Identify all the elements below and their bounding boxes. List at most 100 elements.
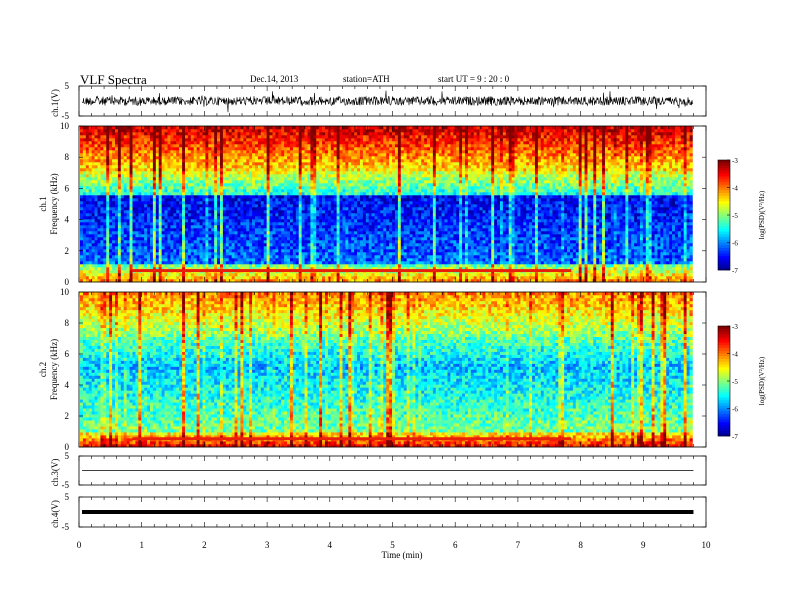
spectrogram-cell xyxy=(170,183,174,187)
spectrogram-cell xyxy=(150,237,154,241)
spectrogram-cell xyxy=(249,225,253,229)
spectrogram-cell xyxy=(333,153,337,157)
spectrogram-cell xyxy=(289,252,294,256)
spectrogram-cell xyxy=(155,159,160,163)
spectrogram-cell xyxy=(120,216,125,220)
spectrogram-cell xyxy=(345,192,349,196)
spectrogram-cell xyxy=(295,243,300,247)
spectrogram-cell xyxy=(310,141,314,145)
spectrogram-cell xyxy=(313,171,317,175)
spectrogram-cell xyxy=(117,144,122,148)
spectrogram-cell xyxy=(316,234,320,238)
spectrogram-cell xyxy=(289,261,294,265)
spectrogram-cell xyxy=(126,237,130,241)
spectrogram-cell xyxy=(144,186,148,190)
spectrogram-cell xyxy=(132,189,136,193)
spectrogram-cell xyxy=(193,258,197,262)
spectrogram-cell xyxy=(284,192,288,196)
spectrogram-cell xyxy=(284,135,288,139)
spectrogram-cell xyxy=(272,135,276,139)
spectrogram-cell xyxy=(254,171,259,175)
spectrogram-cell xyxy=(269,261,273,265)
spectrogram-cell xyxy=(141,156,145,160)
spectrogram-cell xyxy=(272,252,276,256)
spectrogram-cell xyxy=(208,150,212,154)
spectrogram-cell xyxy=(257,132,262,136)
spectrogram-cell xyxy=(319,258,323,262)
spectrogram-cell xyxy=(214,219,218,223)
spectrogram-cell xyxy=(345,135,349,139)
spectrogram-cell xyxy=(182,261,186,265)
spectrogram-cell xyxy=(217,180,221,184)
spectrogram-cell xyxy=(117,165,122,169)
spectrogram-cell xyxy=(310,237,314,241)
spectrogram-cell xyxy=(214,195,218,199)
spectrogram-cell xyxy=(243,192,247,196)
spectrogram-cell xyxy=(275,246,279,250)
spectrogram-cell xyxy=(91,240,95,244)
spectrogram-cell xyxy=(150,153,154,157)
spectrogram-cell xyxy=(184,261,189,265)
spectrogram-cell xyxy=(295,252,300,256)
spectrogram-cell xyxy=(351,213,355,217)
spectrogram-cell xyxy=(228,162,232,166)
spectrogram-cell xyxy=(304,147,308,151)
spectrogram-cell xyxy=(263,234,267,238)
spectrogram-cell xyxy=(158,231,162,235)
spectrogram-cell xyxy=(266,264,270,268)
spectrogram-cell xyxy=(161,186,165,190)
spectrogram-cell xyxy=(237,213,241,217)
spectrogram-cell xyxy=(313,129,317,133)
spectrogram-cell xyxy=(254,156,259,160)
spectrogram-cell xyxy=(249,129,253,133)
spectrogram-cell xyxy=(339,153,343,157)
spectrogram-cell xyxy=(94,237,98,241)
spectrogram-cell xyxy=(150,141,154,145)
spectrogram-cell xyxy=(333,216,337,220)
spectrogram-cell xyxy=(231,156,235,160)
spectrogram-cell xyxy=(193,168,197,172)
spectrogram-cell xyxy=(126,126,130,130)
spectrogram-cell xyxy=(249,132,253,136)
spectrogram-cell xyxy=(298,177,302,181)
spectrogram-cell xyxy=(199,162,203,166)
spectrogram-cell xyxy=(97,147,101,151)
spectrogram-cell xyxy=(307,243,311,247)
spectrogram-cell xyxy=(80,150,84,154)
spectrogram-cell xyxy=(167,228,171,232)
spectrogram-cell xyxy=(260,216,265,220)
spectrogram-cell xyxy=(275,174,279,178)
spectrogram-cell xyxy=(106,219,110,223)
spectrogram-cell xyxy=(301,138,305,142)
spectrogram-cell xyxy=(214,204,218,208)
spectrogram-cell xyxy=(257,267,262,271)
spectrogram-cell xyxy=(161,237,165,241)
spectrogram-cell xyxy=(342,189,346,193)
spectrogram-cell xyxy=(115,186,119,190)
spectrogram-cell xyxy=(281,144,285,148)
spectrogram-cell xyxy=(155,186,160,190)
spectrogram-cell xyxy=(155,219,160,223)
spectrogram-cell xyxy=(199,132,203,136)
spectrogram-cell xyxy=(278,141,282,145)
spectrogram-cell xyxy=(161,243,165,247)
spectrogram-cell xyxy=(234,255,238,259)
spectrogram-cell xyxy=(187,261,192,265)
spectrogram-cell xyxy=(249,210,253,214)
spectrogram-cell xyxy=(144,132,148,136)
spectrogram-cell xyxy=(158,180,162,184)
spectrogram-cell xyxy=(91,168,95,172)
spectrogram-cell xyxy=(152,186,157,190)
spectrogram-cell xyxy=(117,141,122,145)
spectrogram-cell xyxy=(123,210,127,214)
spectrogram-cell xyxy=(126,192,130,196)
spectrogram-cell xyxy=(316,141,320,145)
spectrogram-cell xyxy=(94,255,98,259)
spectrogram-cell xyxy=(179,162,183,166)
spectrogram-cell xyxy=(187,150,192,154)
spectrogram-cell xyxy=(141,126,145,130)
spectrogram-cell xyxy=(205,183,209,187)
spectrogram-cell xyxy=(129,240,133,244)
spectrogram-cell xyxy=(141,216,145,220)
spectrogram-cell xyxy=(150,156,154,160)
